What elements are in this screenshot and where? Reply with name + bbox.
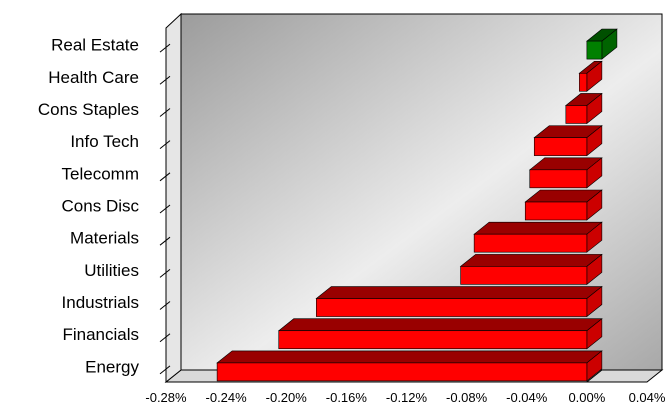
y-axis-tick (159, 75, 171, 85)
category-label: Health Care (48, 68, 139, 87)
category-label: Real Estate (51, 36, 139, 55)
y-axis-ticks (159, 43, 171, 375)
bar-front-face (216, 362, 588, 382)
y-axis-tick (159, 140, 171, 150)
x-tick-label: 0.00% (568, 390, 605, 405)
bar-front-face (524, 201, 588, 221)
bar-top-face (315, 286, 603, 299)
bar-front-face (529, 169, 588, 189)
bar-front-face (316, 298, 588, 317)
bar-top-face (473, 221, 603, 235)
x-tick-label: -0.20% (266, 390, 308, 405)
category-label: Materials (70, 229, 139, 248)
bar-front-face (533, 137, 588, 156)
bar-front-face (473, 233, 588, 253)
category-label: Cons Disc (62, 196, 140, 215)
bar-industrials (315, 285, 603, 318)
bar-materials (473, 221, 603, 253)
bar-utilities (459, 253, 603, 285)
bar-financials (277, 318, 603, 350)
bar-cons-staples (564, 92, 603, 125)
bar-front-face (565, 105, 588, 124)
y-axis-tick (159, 172, 171, 182)
y-axis-tick (159, 268, 171, 278)
bar-front-face (586, 40, 603, 60)
category-labels: Real Estate Health Care Cons Staples Info T… (38, 36, 140, 377)
bar-energy (216, 350, 603, 382)
category-label: Energy (85, 357, 139, 376)
x-tick-label: -0.16% (326, 390, 368, 405)
category-label: Telecomm (62, 164, 139, 183)
x-tick-label: -0.12% (386, 390, 428, 405)
bar-front-face (460, 266, 588, 285)
x-tick-label: 0.04% (629, 390, 666, 405)
bars (216, 28, 618, 382)
bar-telecomm (528, 157, 603, 189)
category-label: Industrials (62, 293, 139, 312)
y-axis-tick (159, 236, 171, 246)
bar-real-estate (586, 28, 618, 60)
bar-info-tech (533, 125, 603, 157)
y-axis-tick (159, 333, 171, 343)
y-axis-tick (159, 365, 171, 375)
category-label: Financials (62, 325, 139, 344)
y-axis-tick (159, 301, 171, 310)
bar-front-face (278, 330, 588, 350)
category-label: Cons Staples (38, 100, 139, 119)
y-axis-tick (159, 204, 171, 214)
x-tick-label: -0.08% (446, 390, 488, 405)
bar-top-face (459, 254, 603, 267)
bar-health-care (578, 60, 603, 92)
category-label: Utilities (84, 261, 139, 280)
bar-top-face (216, 350, 603, 364)
x-tick-label: -0.04% (506, 390, 548, 405)
bar-top-face (277, 318, 603, 332)
bar-cons-disc (524, 189, 603, 221)
y-axis-tick (159, 108, 171, 117)
bar-front-face (579, 72, 588, 92)
category-label: Info Tech (70, 132, 139, 151)
plot-left-wall (165, 12, 182, 384)
y-axis-tick (159, 43, 171, 53)
zero-line (586, 369, 603, 383)
x-axis-tick-labels: -0.28% -0.24% -0.20% -0.16% -0.12% -0.08% -0.0… (145, 390, 665, 405)
x-tick-label: -0.28% (145, 390, 187, 405)
x-tick-label: -0.24% (206, 390, 248, 405)
